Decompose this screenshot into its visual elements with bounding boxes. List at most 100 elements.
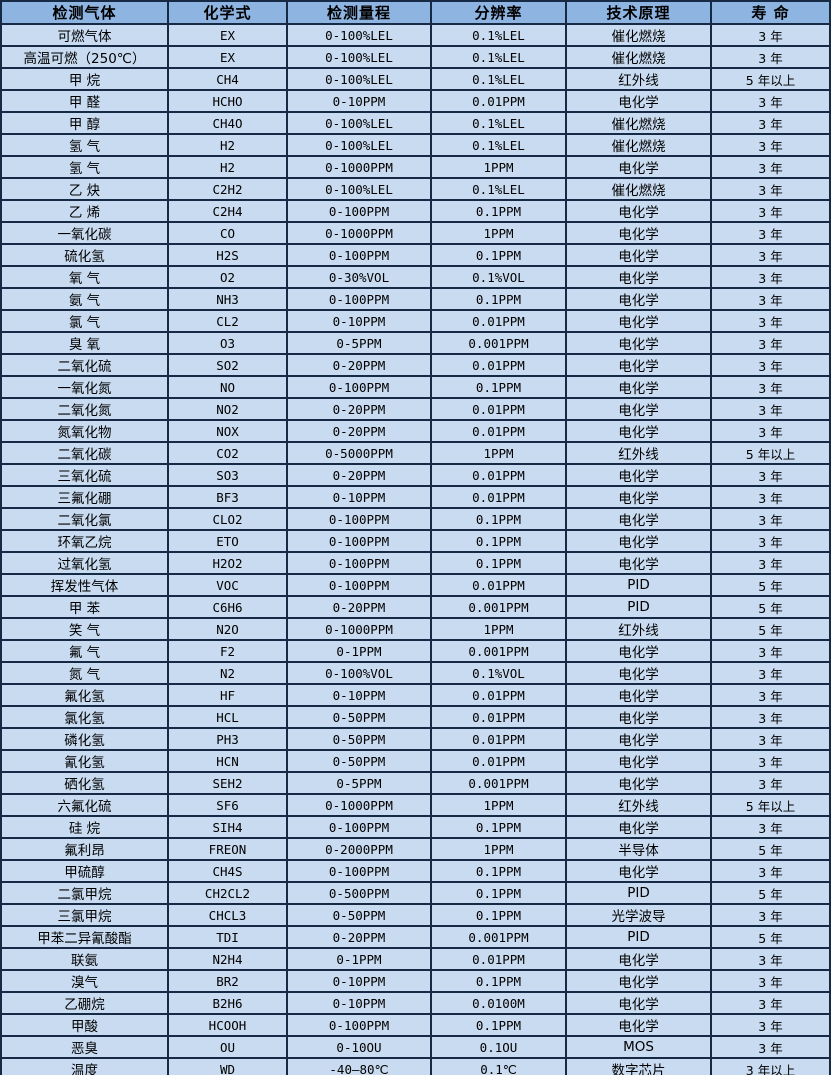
table-row: 甲 醛 HCHO 0-10PPM 0.01PPM 电化学 3 年 [0,89,831,113]
cell-lifespan: 3 年 [710,45,831,69]
cell-lifespan: 3 年 [710,683,831,707]
cell-principle: 电化学 [565,507,712,531]
table-row: 温度 WD -40—80℃ 0.1℃ 数字芯片 3 年以上 [0,1057,831,1075]
cell-formula: CHCL3 [167,903,288,927]
cell-gas: 硒化氢 [0,771,169,795]
cell-range: 0-1000PPM [286,793,432,817]
column-header-lifespan: 寿 命 [710,0,831,25]
cell-gas: 氢 气 [0,133,169,157]
cell-principle: 催化燃烧 [565,177,712,201]
cell-formula: H2 [167,155,288,179]
cell-range: 0-100PPM [286,529,432,553]
cell-range: 0-5000PPM [286,441,432,465]
cell-resolution: 0.1%LEL [430,111,567,135]
table-row: 氧 气 O2 0-30%VOL 0.1%VOL 电化学 3 年 [0,265,831,289]
table-row: 环氧乙烷 ETO 0-100PPM 0.1PPM 电化学 3 年 [0,529,831,553]
cell-lifespan: 5 年以上 [710,67,831,91]
cell-resolution: 0.1PPM [430,287,567,311]
cell-range: 0-50PPM [286,903,432,927]
table-row: 三氯甲烷 CHCL3 0-50PPM 0.1PPM 光学波导 3 年 [0,903,831,927]
cell-range: 0-10OU [286,1035,432,1059]
cell-resolution: 0.01PPM [430,463,567,487]
cell-resolution: 0.001PPM [430,639,567,663]
cell-range: 0-100PPM [286,507,432,531]
cell-lifespan: 3 年 [710,903,831,927]
cell-formula: F2 [167,639,288,663]
cell-formula: NOX [167,419,288,443]
cell-resolution: 1PPM [430,221,567,245]
cell-resolution: 0.1%VOL [430,265,567,289]
cell-resolution: 0.01PPM [430,485,567,509]
cell-resolution: 0.1%LEL [430,133,567,157]
cell-range: 0-20PPM [286,595,432,619]
cell-principle: 电化学 [565,287,712,311]
cell-principle: 电化学 [565,221,712,245]
cell-resolution: 0.01PPM [430,683,567,707]
cell-lifespan: 5 年 [710,617,831,641]
cell-gas: 氟利昂 [0,837,169,861]
cell-gas: 一氧化氮 [0,375,169,399]
cell-range: 0-100PPM [286,375,432,399]
cell-principle: 电化学 [565,639,712,663]
cell-gas: 六氟化硫 [0,793,169,817]
cell-lifespan: 5 年 [710,595,831,619]
cell-lifespan: 3 年 [710,89,831,113]
cell-formula: C2H4 [167,199,288,223]
cell-principle: 数字芯片 [565,1057,712,1075]
cell-lifespan: 3 年 [710,221,831,245]
cell-formula: N2H4 [167,947,288,971]
column-header-resolution: 分辨率 [430,0,567,25]
cell-principle: 光学波导 [565,903,712,927]
cell-formula: NO [167,375,288,399]
cell-range: 0-100PPM [286,1013,432,1037]
cell-principle: 电化学 [565,199,712,223]
cell-gas: 二氧化氮 [0,397,169,421]
cell-resolution: 0.001PPM [430,331,567,355]
cell-formula: H2S [167,243,288,267]
cell-range: 0-50PPM [286,705,432,729]
cell-principle: PID [565,925,712,949]
table-row: 氮氧化物 NOX 0-20PPM 0.01PPM 电化学 3 年 [0,419,831,443]
cell-lifespan: 3 年以上 [710,1057,831,1075]
cell-principle: 电化学 [565,749,712,773]
table-row: 甲苯二异氰酸酯 TDI 0-20PPM 0.001PPM PID 5 年 [0,925,831,949]
table-row: 甲硫醇 CH4S 0-100PPM 0.1PPM 电化学 3 年 [0,859,831,883]
cell-formula: SEH2 [167,771,288,795]
cell-principle: 电化学 [565,243,712,267]
table-row: 乙 烯 C2H4 0-100PPM 0.1PPM 电化学 3 年 [0,199,831,223]
cell-gas: 三氧化硫 [0,463,169,487]
cell-gas: 挥发性气体 [0,573,169,597]
cell-resolution: 0.1%LEL [430,45,567,69]
cell-resolution: 0.1PPM [430,507,567,531]
table-header: 检测气体 化学式 检测量程 分辨率 技术原理寿 命 [0,0,831,25]
cell-resolution: 0.1%LEL [430,67,567,91]
cell-range: 0-100PPM [286,199,432,223]
cell-formula: WD [167,1057,288,1075]
table-row: 氟 气 F2 0-1PPM 0.001PPM 电化学 3 年 [0,639,831,663]
cell-gas: 臭 氧 [0,331,169,355]
cell-gas: 笑 气 [0,617,169,641]
cell-formula: SO2 [167,353,288,377]
cell-range: 0-100PPM [286,573,432,597]
cell-gas: 氮 气 [0,661,169,685]
cell-range: 0-20PPM [286,925,432,949]
cell-formula: SF6 [167,793,288,817]
cell-formula: O2 [167,265,288,289]
cell-lifespan: 3 年 [710,331,831,355]
cell-principle: 电化学 [565,705,712,729]
cell-range: 0-2000PPM [286,837,432,861]
cell-principle: MOS [565,1035,712,1059]
cell-range: 0-100%LEL [286,177,432,201]
table-row: 氢 气 H2 0-1000PPM 1PPM 电化学 3 年 [0,155,831,179]
cell-resolution: 0.1PPM [430,551,567,575]
cell-principle: 电化学 [565,529,712,553]
cell-lifespan: 3 年 [710,1013,831,1037]
cell-principle: 电化学 [565,419,712,443]
cell-range: 0-100%LEL [286,45,432,69]
cell-range: 0-100PPM [286,287,432,311]
cell-lifespan: 3 年 [710,23,831,47]
cell-resolution: 0.1%LEL [430,177,567,201]
table-row: 氯化氢 HCL 0-50PPM 0.01PPM 电化学 3 年 [0,705,831,729]
table-row: 可燃气体 EX 0-100%LEL 0.1%LEL 催化燃烧 3 年 [0,23,831,47]
